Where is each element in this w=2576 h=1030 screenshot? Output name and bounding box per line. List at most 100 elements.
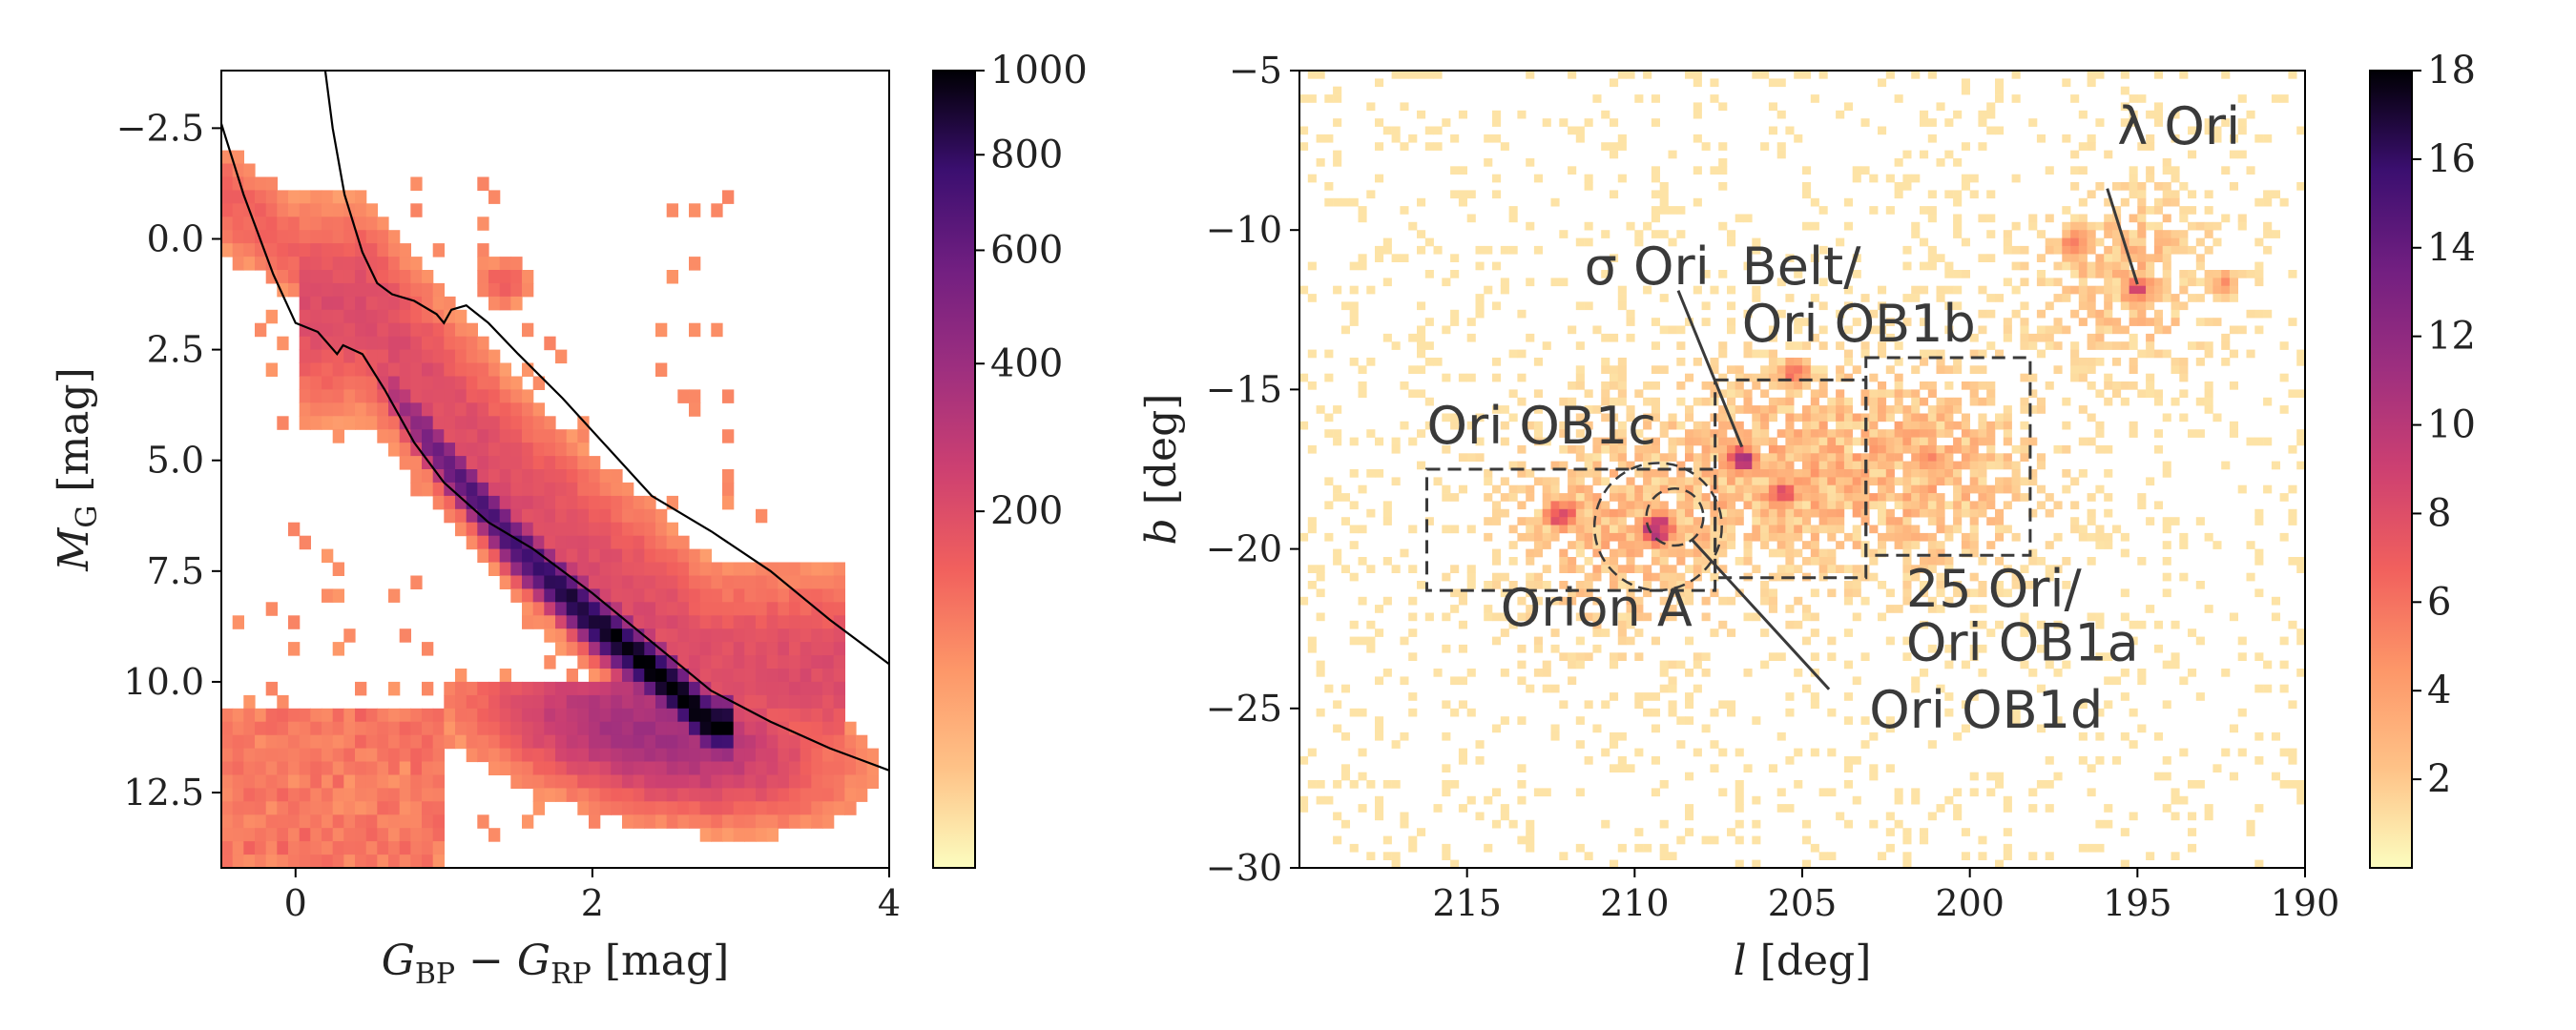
cmd-density-cell [589, 774, 601, 789]
sky-density-cell [2062, 444, 2071, 454]
sky-density-cell [1701, 318, 1711, 326]
cmd-density-cell [711, 748, 723, 763]
sky-density-cell [1995, 780, 2005, 789]
cmd-density-cell [343, 708, 356, 723]
sky-density-cell [2070, 365, 2080, 374]
cmd-density-cell [844, 721, 857, 736]
sky-density-cell [1575, 843, 1585, 853]
sky-density-cell [1843, 588, 1853, 598]
sky-density-cell [1375, 437, 1384, 446]
cmd-density-cell [343, 362, 356, 377]
sky-density-cell [1349, 501, 1359, 510]
cmd-density-cell [555, 575, 568, 589]
sky-density-cell [2036, 644, 2046, 653]
sky-density-cell [1333, 780, 1342, 789]
sky-density-cell [1575, 444, 1585, 454]
cmd-density-cell [566, 615, 578, 629]
sky-density-cell [1651, 572, 1660, 582]
sky-density-cell [2104, 652, 2113, 661]
sky-density-cell [2288, 444, 2297, 454]
sky-density-cell [2137, 142, 2147, 151]
sky-density-cell [1936, 453, 1945, 462]
sky-density-cell [1492, 788, 1502, 797]
sky-density-cell [1735, 421, 1744, 430]
sky-density-cell [1969, 333, 1979, 342]
cmd-density-cell [232, 801, 244, 815]
sky-density-cell [2179, 182, 2189, 191]
cmd-density-cell [622, 669, 634, 683]
cmd-density-cell [711, 562, 723, 576]
sky-density-cell [2188, 270, 2197, 278]
cmd-density-cell [299, 309, 311, 324]
sky-density-cell [1417, 333, 1426, 342]
sky-density-cell [1995, 588, 2005, 598]
cmd-density-cell [277, 336, 289, 351]
sky-density-cell [1442, 325, 1451, 335]
cmd-density-cell [655, 535, 668, 550]
sky-density-cell [2162, 461, 2171, 470]
sky-density-cell [1802, 421, 1812, 430]
sky-density-cell [1743, 501, 1753, 510]
cmd-density-cell [577, 456, 590, 470]
cmd-density-cell [355, 416, 367, 430]
sky-density-cell [1978, 835, 1987, 845]
cmd-density-cell [555, 694, 568, 710]
cmd-density-cell [265, 814, 278, 829]
cmd-density-cell [577, 508, 590, 524]
sky-density-cell [1794, 270, 1803, 278]
sky-density-cell [1517, 110, 1527, 119]
cmd-density-cell [633, 655, 645, 670]
sky-density-cell [1299, 126, 1309, 135]
cmd-density-cell [689, 322, 701, 338]
sky-density-cell [1878, 381, 1887, 390]
sky-density-cell [1466, 421, 1476, 430]
sky-density-cell [1894, 389, 1903, 399]
sky-density-cell [2137, 493, 2147, 502]
sky-density-cell [1450, 134, 1460, 143]
sky-density-cell [1969, 381, 1979, 390]
sky-density-cell [1936, 684, 1945, 693]
sky-density-cell [1701, 557, 1711, 566]
cmd-density-cell [422, 721, 434, 736]
sky-density-cell [1827, 557, 1837, 566]
cmd-density-cell [322, 309, 334, 324]
sky-density-cell [2153, 309, 2163, 319]
cmd-density-cell [677, 575, 690, 589]
sky-density-cell [1718, 484, 1728, 494]
sky-density-cell [1634, 748, 1644, 757]
sky-density-cell [1878, 501, 1887, 510]
sky-density-cell [2288, 756, 2297, 765]
sky-density-cell [1927, 565, 1937, 573]
sky-density-cell [1911, 477, 1921, 486]
sky-density-cell [1701, 724, 1711, 733]
sky-density-cell [1651, 413, 1660, 422]
cmd-density-cell [299, 774, 311, 789]
sky-density-cell [1626, 221, 1635, 231]
sky-density-cell [1710, 764, 1719, 772]
cmd-density-cell [778, 615, 790, 629]
cmd-density-cell [599, 748, 612, 763]
cmd-density-cell [633, 681, 645, 696]
sky-density-cell [1610, 740, 1619, 749]
sky-density-cell [1785, 453, 1795, 462]
sky-density-cell [1776, 397, 1786, 406]
sky-density-cell [1626, 620, 1635, 629]
sky-density-cell [1760, 484, 1770, 494]
sky-density-cell [1659, 548, 1669, 558]
sky-density-cell [1659, 572, 1669, 582]
sky-density-cell [1651, 469, 1660, 478]
sky-density-cell [1701, 652, 1711, 661]
sky-density-cell [2271, 94, 2280, 103]
sky-density-cell [1878, 126, 1887, 135]
sky-density-cell [1442, 843, 1451, 853]
sky-density-cell [1878, 461, 1887, 470]
cmd-density-cell [355, 216, 367, 231]
sky-density-cell [2204, 605, 2213, 613]
sky-density-cell [1810, 484, 1819, 494]
sky-density-cell [2036, 333, 2046, 342]
sky-density-cell [1794, 748, 1803, 757]
sky-density-cell [2153, 230, 2163, 238]
sky-density-cell [1794, 508, 1803, 518]
cmd-density-cell [711, 788, 723, 802]
sky-density-cell [1843, 429, 1853, 438]
